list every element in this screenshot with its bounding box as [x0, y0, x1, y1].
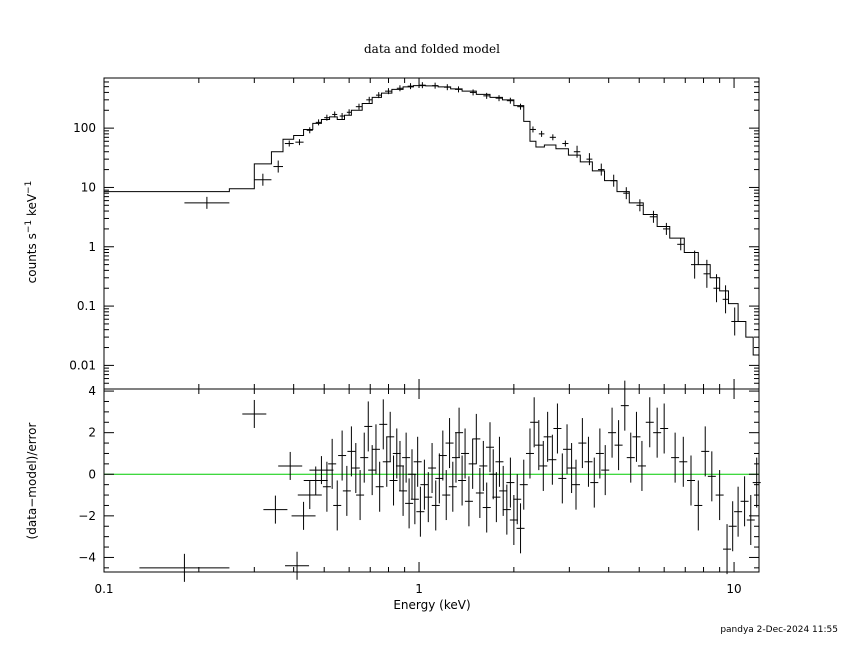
spectrum-y-tick-label: 0.01	[69, 358, 96, 372]
spectrum-y-tick-label: 10	[81, 180, 96, 194]
residuals-panel-frame	[103, 388, 760, 573]
spectrum-data-points	[184, 82, 739, 336]
spectrum-y-tick-label: 100	[73, 121, 96, 135]
residuals-y-axis-label: (data−model)/error	[25, 422, 39, 539]
spectrum-y-axis-label-exp-1: −1	[24, 220, 34, 233]
footer-stamp: pandya 2-Dec-2024 11:55	[720, 625, 838, 635]
spectrum-y-axis-label: counts s−1 keV−1	[24, 181, 39, 284]
spectrum-y-tick-label: 1	[88, 240, 96, 254]
energy-x-tick-label: 1	[415, 582, 423, 596]
energy-x-ticks: 0.1 1 10	[94, 78, 742, 596]
energy-x-tick-label: 10	[726, 582, 741, 596]
folded-model-line	[104, 85, 760, 361]
spectrum-panel: 0.01 0.1 1 10 100	[69, 77, 760, 390]
residuals-y-ticks: −4 −2 0 2 4	[78, 384, 759, 569]
energy-x-tick-label: 0.1	[94, 582, 113, 596]
residuals-y-tick-label: 4	[88, 384, 96, 398]
residuals-panel: −4 −2 0 2 4 0.1 1 10	[78, 78, 761, 596]
residuals-y-tick-label: 0	[88, 467, 96, 481]
spectrum-panel-frame	[103, 77, 760, 390]
residual-points	[139, 380, 761, 582]
residuals-y-tick-label: 2	[88, 426, 96, 440]
chart-title: data and folded model	[364, 42, 500, 56]
spectrum-y-axis-label-unit: keV	[25, 193, 39, 220]
spectrum-y-axis-label-exp-2: −1	[24, 181, 34, 194]
energy-x-axis-label: Energy (keV)	[393, 598, 470, 612]
spectrum-y-axis-label-base: counts s	[25, 233, 39, 283]
residuals-y-tick-label: −2	[78, 509, 96, 523]
spectrum-y-ticks: 0.01 0.1 1 10 100	[69, 77, 759, 390]
spectrum-y-tick-label: 0.1	[77, 299, 96, 313]
residuals-y-tick-label: −4	[78, 550, 96, 564]
